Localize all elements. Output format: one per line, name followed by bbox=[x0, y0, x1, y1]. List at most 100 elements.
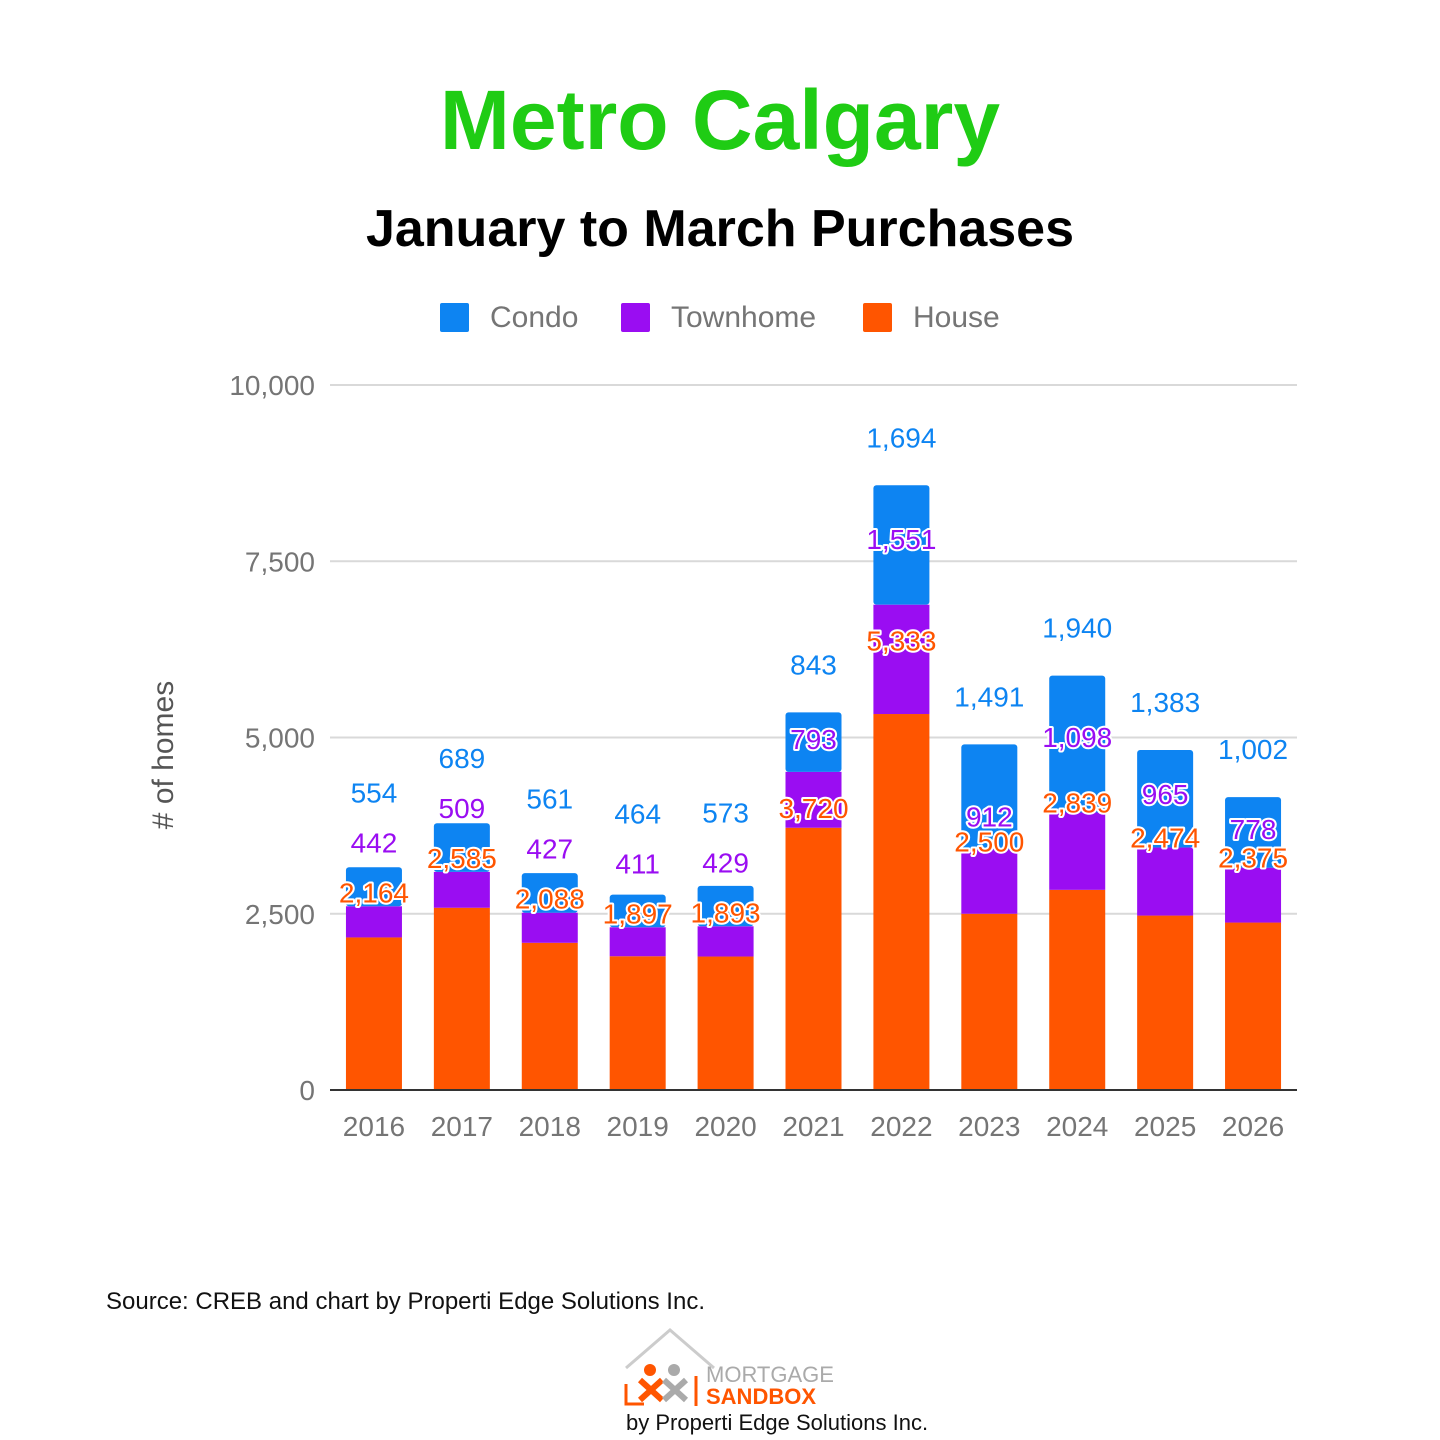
label-townhome-2025: 965 bbox=[1142, 779, 1189, 810]
x-tick-label-2017: 2017 bbox=[431, 1111, 493, 1142]
bar-house-2018 bbox=[521, 942, 578, 1090]
x-tick-label-2018: 2018 bbox=[519, 1111, 581, 1142]
bar-townhome-2019 bbox=[609, 927, 666, 957]
bar-townhome-2026 bbox=[1225, 867, 1282, 923]
label-house-2026: 2,375 bbox=[1218, 843, 1288, 874]
bar-townhome-2022 bbox=[873, 604, 930, 715]
bar-house-2026 bbox=[1225, 922, 1282, 1090]
bar-condo-2025 bbox=[1137, 750, 1194, 848]
label-townhome-2021: 793 bbox=[790, 724, 837, 755]
y-tick-label: 5,000 bbox=[245, 723, 315, 754]
bar-house-2025 bbox=[1137, 915, 1194, 1090]
label-townhome-2022: 1,551 bbox=[866, 524, 936, 555]
y-tick-label: 0 bbox=[299, 1075, 315, 1106]
bar-condo-2016 bbox=[345, 867, 402, 907]
label-house-2017: 2,585 bbox=[427, 843, 497, 874]
label-townhome-2018: 427 bbox=[526, 834, 573, 865]
bar-townhome-2021 bbox=[785, 771, 842, 828]
x-tick-label-2021: 2021 bbox=[782, 1111, 844, 1142]
house-logo-icon: MORTGAGE SANDBOX bbox=[624, 1328, 834, 1409]
label-condo-2025: 1,383 bbox=[1130, 687, 1200, 718]
legend-swatch-condo bbox=[440, 303, 469, 332]
bar-house-2023 bbox=[961, 913, 1018, 1090]
legend-label-townhome: Townhome bbox=[671, 301, 816, 334]
bar-house-2017 bbox=[433, 907, 490, 1090]
chart-subtitle: January to March Purchases bbox=[365, 200, 1075, 258]
bar-house-2021 bbox=[785, 827, 842, 1090]
bar-townhome-2016 bbox=[345, 906, 402, 938]
label-townhome-2016: 442 bbox=[351, 827, 398, 858]
bar-house-2019 bbox=[609, 956, 666, 1090]
label-condo-2026: 1,002 bbox=[1218, 734, 1288, 765]
y-axis-label: # of homes bbox=[147, 681, 180, 829]
bar-house-2020 bbox=[697, 956, 754, 1090]
bar-townhome-2017 bbox=[433, 871, 490, 908]
label-condo-2023: 1,491 bbox=[954, 681, 1024, 712]
bar-condo-2018 bbox=[521, 873, 578, 913]
legend-label-house: House bbox=[913, 301, 1000, 334]
logo-text-sandbox: SANDBOX bbox=[706, 1384, 816, 1409]
label-house-2018: 2,088 bbox=[515, 884, 585, 915]
legend-label-condo: Condo bbox=[490, 301, 578, 334]
x-tick-label-2025: 2025 bbox=[1134, 1111, 1196, 1142]
label-townhome-2024: 1,098 bbox=[1042, 722, 1112, 753]
label-condo-2022: 1,694 bbox=[866, 422, 936, 453]
label-townhome-2019: 411 bbox=[615, 848, 660, 879]
chart-title: Metro Calgary bbox=[439, 73, 1001, 167]
bar-condo-2020 bbox=[697, 885, 754, 927]
label-townhome-2017: 509 bbox=[439, 793, 486, 824]
bar-condo-2017 bbox=[433, 823, 490, 872]
y-axis-ticks: 0 2,500 5,000 7,500 10,000 bbox=[229, 370, 315, 1106]
logo-text-mortgage: MORTGAGE bbox=[706, 1362, 834, 1387]
bar-condo-2019 bbox=[609, 894, 666, 928]
bar-townhome-2023 bbox=[961, 849, 1018, 914]
x-tick-label-2024: 2024 bbox=[1046, 1111, 1108, 1142]
label-condo-2024: 1,940 bbox=[1042, 613, 1112, 644]
label-house-2016: 2,164 bbox=[339, 877, 409, 908]
bar-condo-2024 bbox=[1049, 675, 1106, 813]
bar-townhome-2018 bbox=[521, 912, 578, 943]
label-house-2025: 2,474 bbox=[1130, 823, 1200, 854]
label-house-2019: 1,897 bbox=[603, 898, 673, 929]
x-tick-label-2022: 2022 bbox=[870, 1111, 932, 1142]
x-tick-label-2026: 2026 bbox=[1222, 1111, 1284, 1142]
bar-house-2022 bbox=[873, 714, 930, 1090]
bar-townhome-2025 bbox=[1137, 847, 1194, 916]
label-condo-2016: 554 bbox=[351, 777, 398, 808]
bar-condo-2026 bbox=[1225, 797, 1282, 868]
bar-condo-2021 bbox=[785, 712, 842, 772]
legend-swatch-house bbox=[863, 303, 892, 332]
bar-house-2024 bbox=[1049, 889, 1106, 1090]
x-tick-label-2023: 2023 bbox=[958, 1111, 1020, 1142]
data-labels: 554 442 2,164 689 509 2,585 561 427 2,088 464 411 1… bbox=[337, 422, 1290, 931]
y-tick-label: 7,500 bbox=[245, 546, 315, 577]
label-townhome-2020: 429 bbox=[702, 847, 749, 878]
x-tick-label-2019: 2019 bbox=[607, 1111, 669, 1142]
bar-townhome-2024 bbox=[1049, 812, 1106, 890]
label-house-2024: 2,839 bbox=[1042, 787, 1112, 818]
label-townhome-2026: 778 bbox=[1230, 814, 1277, 845]
x-tick-label-2016: 2016 bbox=[343, 1111, 405, 1142]
label-house-2022: 5,333 bbox=[866, 626, 936, 657]
legend: Condo Townhome House bbox=[440, 301, 1000, 334]
label-condo-2017: 689 bbox=[439, 743, 486, 774]
mortgage-sandbox-logo: MORTGAGE SANDBOX bbox=[610, 1326, 950, 1436]
label-house-2021: 3,720 bbox=[778, 793, 848, 824]
label-condo-2020: 573 bbox=[702, 797, 749, 828]
label-condo-2019: 464 bbox=[614, 798, 661, 829]
bar-condo-2023 bbox=[961, 744, 1018, 850]
label-house-2023: 2,500 bbox=[954, 826, 1024, 857]
source-note: Source: CREB and chart by Properti Edge … bbox=[106, 1288, 705, 1315]
logo-byline: by Properti Edge Solutions Inc. bbox=[626, 1410, 929, 1435]
label-condo-2018: 561 bbox=[526, 784, 573, 815]
label-townhome-2023: 912 bbox=[966, 801, 1013, 832]
x-axis-ticks: 2016 2017 2018 2019 2020 2021 2022 2023 2024 2025… bbox=[343, 1111, 1284, 1142]
y-tick-label: 2,500 bbox=[245, 899, 315, 930]
bar-townhome-2020 bbox=[697, 926, 754, 957]
x-tick-label-2020: 2020 bbox=[694, 1111, 756, 1142]
legend-swatch-townhome bbox=[621, 303, 650, 332]
bar-condo-2022 bbox=[873, 485, 930, 605]
label-condo-2021: 843 bbox=[790, 649, 837, 680]
y-tick-label: 10,000 bbox=[229, 370, 315, 401]
bar-house-2016 bbox=[345, 937, 402, 1090]
